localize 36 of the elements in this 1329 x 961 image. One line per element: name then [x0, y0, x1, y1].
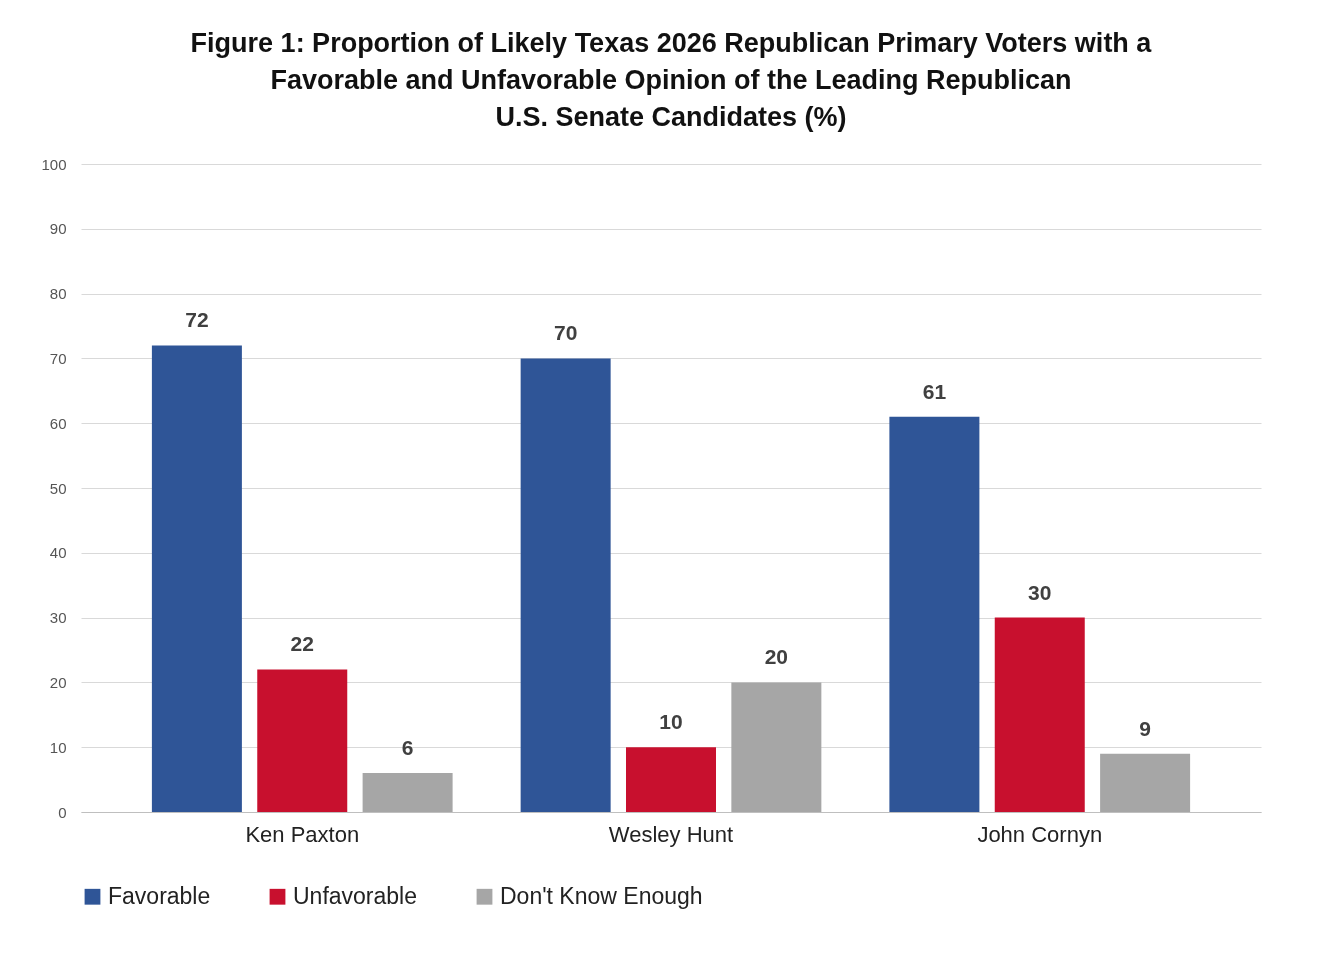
data-label: 10 — [659, 710, 683, 734]
y-tick-label: 50 — [49, 479, 67, 497]
x-tick-label: Wesley Hunt — [608, 821, 734, 847]
legend-label: Favorable — [108, 882, 211, 909]
bar — [1100, 753, 1191, 812]
data-label: 61 — [922, 379, 947, 403]
data-label: 22 — [290, 632, 314, 656]
y-tick-label: 0 — [58, 803, 67, 821]
legend-label: Unfavorable — [293, 882, 418, 909]
chart-title: Figure 1: Proportion of Likely Texas 2026 Republican Primary Voters with a Favorable and Unfavorable Opinion of the Leading Republican U.S. Senate Candidates (%) — [190, 28, 1153, 132]
bar — [362, 773, 453, 812]
bar — [731, 682, 822, 812]
bar — [626, 747, 716, 812]
bar — [994, 617, 1085, 812]
y-tick-label: 70 — [49, 349, 67, 367]
y-tick-label: 80 — [49, 285, 67, 303]
bar — [151, 345, 242, 812]
data-label: 6 — [401, 736, 414, 760]
y-tick-label: 100 — [41, 155, 67, 173]
x-tick-label: Ken Paxton — [245, 821, 360, 847]
legend-label: Don't Know Enough — [500, 882, 703, 909]
x-tick-label: John Cornyn — [977, 821, 1103, 847]
y-tick-label: 30 — [49, 609, 67, 627]
data-label: 20 — [764, 645, 789, 669]
data-label: 72 — [185, 308, 209, 332]
data-label: 70 — [553, 321, 578, 345]
y-tick-label: 10 — [49, 738, 67, 756]
data-label: 30 — [1028, 580, 1052, 604]
bar — [257, 669, 348, 812]
y-tick-label: 60 — [49, 414, 67, 432]
data-label: 9 — [1139, 716, 1151, 740]
bar — [889, 416, 980, 812]
y-tick-label: 40 — [49, 544, 67, 562]
y-tick-label: 90 — [49, 220, 67, 238]
bar — [520, 358, 611, 812]
y-tick-label: 20 — [49, 673, 67, 691]
